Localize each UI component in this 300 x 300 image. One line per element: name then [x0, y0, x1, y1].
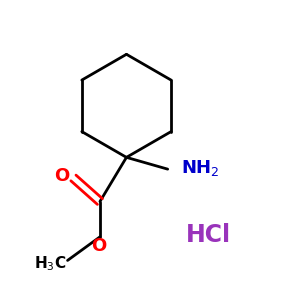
Text: O: O [54, 167, 69, 185]
Text: NH$_2$: NH$_2$ [181, 158, 220, 178]
Text: O: O [91, 237, 106, 255]
Text: HCl: HCl [186, 224, 232, 248]
Text: H$_3$C: H$_3$C [34, 254, 66, 273]
